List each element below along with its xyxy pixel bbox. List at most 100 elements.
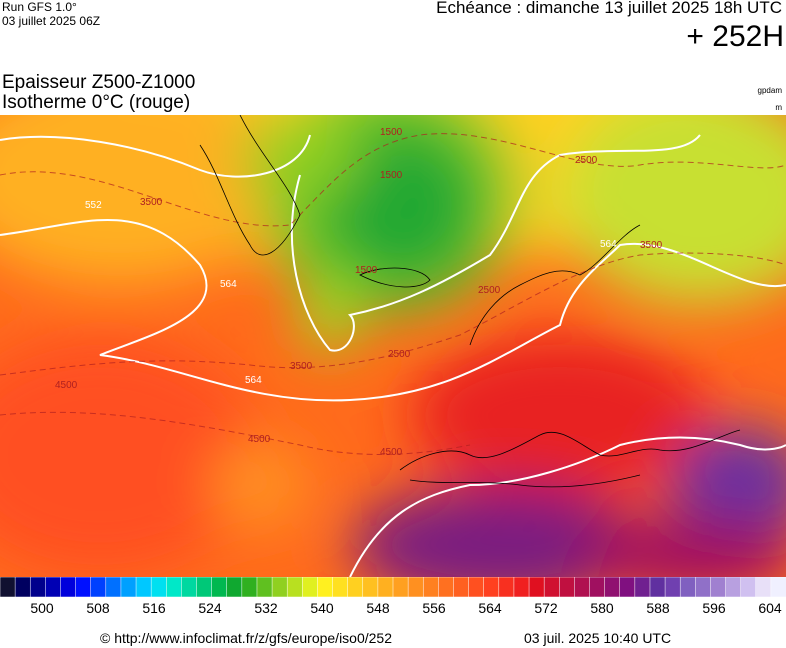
colorbar-label: 524 xyxy=(198,600,222,616)
isotherm-contours xyxy=(0,133,786,455)
colorbar-swatch xyxy=(422,577,440,598)
colorbar-swatch xyxy=(574,577,591,598)
colorbar-swatch xyxy=(710,577,727,598)
colorbar-swatch xyxy=(679,577,697,598)
colorbar-swatch xyxy=(181,577,198,598)
thickness-field xyxy=(0,115,786,577)
colorbar-label: 572 xyxy=(534,600,558,616)
colorbar-swatch xyxy=(392,577,409,598)
colorbar-swatch xyxy=(438,577,455,598)
colorbar-swatch xyxy=(286,577,304,598)
contour-label: 4500 xyxy=(55,380,78,391)
colorbar-label: 500 xyxy=(30,600,54,616)
map-subtitle: Isotherme 0°C (rouge) xyxy=(2,92,191,113)
colorbar-swatch xyxy=(513,577,530,598)
run: Run GFS 1.0° xyxy=(2,0,77,14)
colorbar-swatch xyxy=(302,577,319,598)
colorbar-swatch xyxy=(468,577,485,598)
colorbar-swatch xyxy=(649,577,666,598)
unit: m xyxy=(775,103,782,112)
timestamp: 03 juil. 2025 10:40 UTC xyxy=(524,630,672,646)
source-url[interactable]: © http://www.infoclimat.fr/z/gfs/europe/… xyxy=(100,630,393,646)
colorbar-swatch xyxy=(166,577,183,598)
colorbar-swatch xyxy=(407,577,424,598)
thickness-contours xyxy=(0,134,786,577)
colorbar-swatch xyxy=(755,577,772,598)
colorbar-swatch xyxy=(90,577,107,598)
colorbar-swatch xyxy=(377,577,394,598)
contour-label: 564 xyxy=(220,279,237,290)
contour-label: 2500 xyxy=(478,285,501,296)
contour-label: 564 xyxy=(600,239,617,250)
run-date: 03 juillet 2025 06Z xyxy=(2,14,101,28)
colorbar-swatch xyxy=(241,577,258,598)
contour-label: 4500 xyxy=(248,434,271,445)
colorbar-swatch xyxy=(75,577,92,598)
colorbar-swatch xyxy=(196,577,213,598)
colorbar-swatch xyxy=(498,577,515,598)
colorbar-swatch xyxy=(483,577,500,598)
colorbar: 500 508 516 524 532 540 548 556 564 572 580 588 596 6… xyxy=(0,577,786,616)
colorbar-swatch xyxy=(226,577,243,598)
colorbar-swatch xyxy=(589,577,606,598)
colorbar-swatch xyxy=(770,577,786,598)
colorbar-swatch xyxy=(45,577,62,598)
contour-label: 1500 xyxy=(380,170,403,181)
contour-labels: 1500 1500 1500 2500 2500 2500 3500 3500 3500 4500… xyxy=(55,127,663,458)
colorbar-label: 548 xyxy=(366,600,390,616)
colorbar-label: 556 xyxy=(422,600,446,616)
contour-label: 3500 xyxy=(140,197,163,208)
map-title: Epaisseur Z500-Z1000 xyxy=(2,72,196,93)
colorbar-swatch xyxy=(211,577,228,598)
colorbar-label: 532 xyxy=(254,600,278,616)
contour-label: 2500 xyxy=(575,155,598,166)
contour-label: 3500 xyxy=(290,361,313,372)
contour-label: 2500 xyxy=(388,349,411,360)
contour-label: 4500 xyxy=(380,447,403,458)
coastlines xyxy=(199,115,741,488)
colorbar-swatch xyxy=(0,577,16,598)
colorbar-label: 580 xyxy=(590,600,614,616)
colorbar-swatch xyxy=(105,577,122,598)
colorbar-label: 508 xyxy=(86,600,110,616)
colorbar-swatch xyxy=(120,577,137,598)
colorbar-swatch xyxy=(664,577,681,598)
colorbar-swatch xyxy=(150,577,168,598)
map: 1500 1500 1500 2500 2500 2500 3500 3500 3500 4500… xyxy=(0,115,786,577)
colorbar-swatch xyxy=(135,577,152,598)
colorbar-swatch xyxy=(543,577,561,598)
colorbar-swatch xyxy=(29,577,47,598)
colorbar-swatch xyxy=(256,577,273,598)
valid-time: Echéance : dimanche 13 juillet 2025 18h … xyxy=(436,0,782,17)
colorbar-swatch xyxy=(271,577,288,598)
colorbar-label: 604 xyxy=(758,600,782,616)
colorbar-label: 516 xyxy=(142,600,166,616)
colorbar-label: 588 xyxy=(646,600,670,616)
colorbar-swatch xyxy=(317,577,334,598)
colorbar-swatch xyxy=(332,577,349,598)
colorbar-swatch xyxy=(60,577,77,598)
colorbar-swatch xyxy=(528,577,545,598)
colorbar-swatch xyxy=(725,577,742,598)
colorbar-swatch xyxy=(634,577,651,598)
contour-label: 1500 xyxy=(355,265,378,276)
colorbar-label: 564 xyxy=(478,600,502,616)
colorbar-label: 596 xyxy=(702,600,726,616)
colorbar-swatch xyxy=(740,577,757,598)
lead-time: + 252H xyxy=(686,20,784,53)
colorbar-label: 540 xyxy=(310,600,334,616)
colorbar-swatch xyxy=(619,577,636,598)
contour-label: 1500 xyxy=(380,127,403,138)
colorbar-swatch xyxy=(604,577,621,598)
contour-label: 3500 xyxy=(640,240,663,251)
colorbar-swatch xyxy=(14,577,31,598)
colorbar-swatch xyxy=(695,577,712,598)
colorbar-swatch xyxy=(362,577,379,598)
colorbar-swatch xyxy=(559,577,576,598)
contour-label: 552 xyxy=(85,200,102,211)
colorbar-swatch xyxy=(347,577,364,598)
colorbar-swatch xyxy=(453,577,470,598)
contour-label: 564 xyxy=(245,375,262,386)
unit: gpdam xyxy=(757,86,782,95)
